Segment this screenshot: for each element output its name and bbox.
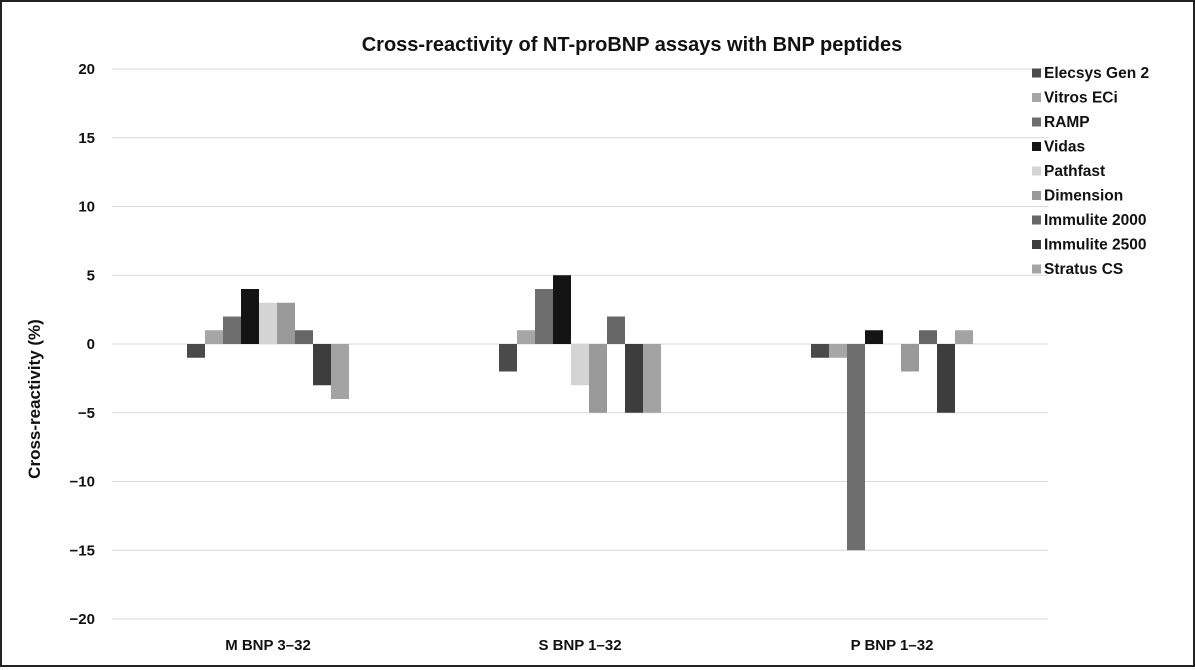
bar	[241, 289, 259, 344]
legend: Elecsys Gen 2 Vitros ECi RAMP Vidas Pathfast…	[1032, 65, 1149, 278]
y-tick-label: 20	[78, 61, 95, 78]
legend-label: Stratus CS	[1044, 261, 1123, 278]
y-tick-label: −20	[70, 611, 95, 628]
legend-label: Immulite 2500	[1044, 237, 1147, 254]
bar	[187, 344, 205, 358]
legend-swatch	[1032, 117, 1041, 127]
legend-swatch	[1032, 240, 1041, 249]
bar	[331, 344, 349, 399]
bar	[295, 330, 313, 344]
bar	[643, 344, 661, 413]
legend-label: Pathfast	[1044, 163, 1105, 180]
y-tick-label: −15	[70, 542, 95, 559]
bar	[535, 289, 553, 344]
bar	[589, 344, 607, 413]
legend-label: Immulite 2000	[1044, 212, 1147, 229]
chart-title: Cross-reactivity of NT-proBNP assays wit…	[362, 34, 903, 56]
bar	[829, 344, 847, 358]
bar-series	[187, 275, 973, 551]
legend-swatch	[1032, 142, 1041, 151]
bar	[901, 344, 919, 372]
y-tick-label: 15	[78, 130, 95, 147]
bar	[607, 316, 625, 344]
bar	[223, 316, 241, 344]
legend-label: RAMP	[1044, 114, 1090, 131]
bar	[955, 330, 973, 344]
y-axis-label: Cross-reactivity (%)	[25, 319, 44, 479]
legend-swatch	[1032, 93, 1041, 102]
bar	[811, 344, 829, 358]
legend-label: Vitros ECi	[1044, 90, 1118, 107]
y-tick-label: −10	[70, 474, 95, 491]
bar	[313, 344, 331, 386]
y-tick-label: 10	[78, 199, 95, 216]
x-category-label: S BNP 1–32	[538, 637, 621, 654]
bar	[205, 330, 223, 344]
bar	[847, 344, 865, 551]
legend-swatch	[1032, 264, 1041, 274]
bar	[919, 330, 937, 344]
legend-label: Dimension	[1044, 188, 1123, 205]
bar	[259, 302, 277, 344]
legend-label: Elecsys Gen 2	[1044, 65, 1149, 82]
bar	[571, 344, 589, 386]
bar	[517, 330, 535, 344]
x-category-label: M BNP 3–32	[225, 637, 311, 654]
x-category-label: P BNP 1–32	[851, 637, 934, 654]
legend-swatch	[1032, 166, 1041, 176]
x-axis-categories: M BNP 3–32 S BNP 1–32 P BNP 1–32	[225, 637, 933, 654]
bar	[937, 344, 955, 413]
y-tick-label: 0	[87, 336, 95, 353]
bar	[499, 344, 517, 372]
y-tick-label: 5	[87, 267, 95, 284]
y-tick-label: −5	[78, 405, 95, 422]
y-axis-ticks: 20 15 10 5 0 −5 −10 −15 −20	[70, 61, 95, 628]
bar	[625, 344, 643, 413]
bar	[553, 275, 571, 344]
bar	[865, 330, 883, 344]
legend-label: Vidas	[1044, 139, 1085, 156]
bar	[277, 302, 295, 344]
legend-swatch	[1032, 68, 1041, 78]
legend-swatch	[1032, 215, 1041, 225]
legend-swatch	[1032, 191, 1041, 200]
